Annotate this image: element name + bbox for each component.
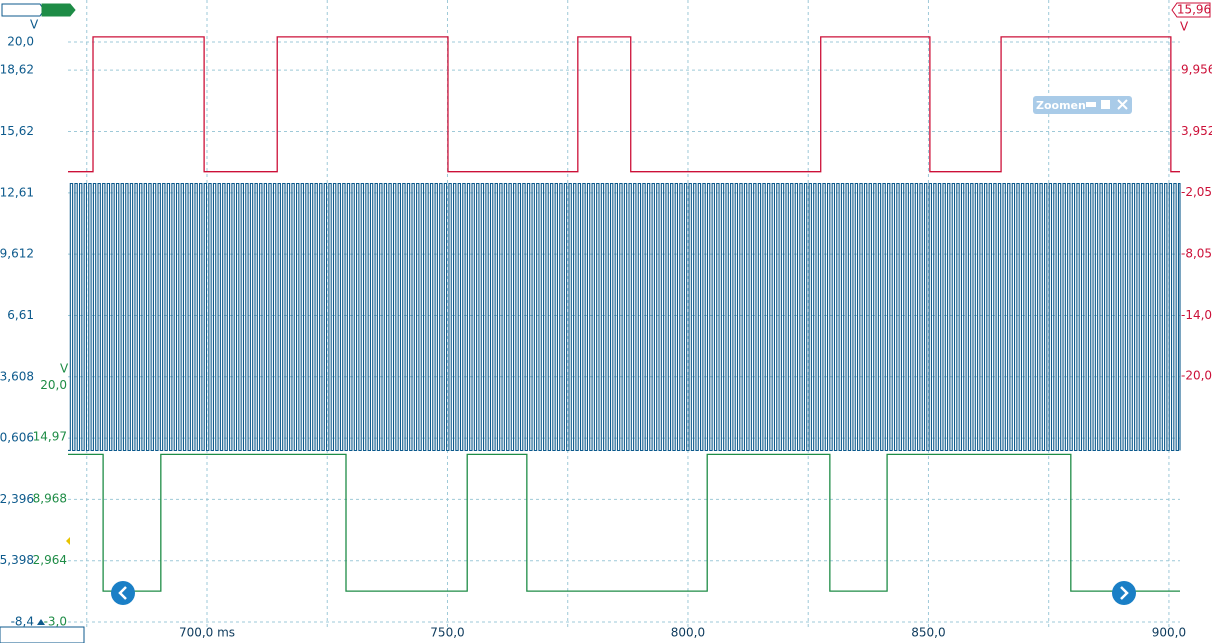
blue-waveform xyxy=(68,182,1181,452)
left-tick-label: 3,608 xyxy=(0,369,34,383)
left-tick-label: 20,0 xyxy=(7,35,34,49)
left-tick-label: 18,62 xyxy=(0,63,34,77)
scroll-right-arrow xyxy=(1120,586,1129,600)
scroll-left-arrow xyxy=(118,586,127,600)
right-tick-label: -2,052 xyxy=(1181,185,1212,199)
green-tick-label: 2,964 xyxy=(33,553,67,567)
right-tick-label: 3,952 xyxy=(1181,124,1212,138)
axis-labels: 20,0 18,62 15,62 12,61 9,612 6,61 3,608 0,606 -2… xyxy=(0,35,1212,640)
x-tick-label: 750,0 xyxy=(430,626,464,640)
right-unit: V xyxy=(1180,20,1189,34)
channel-readout-box[interactable] xyxy=(1171,2,1211,18)
zoom-close[interactable] xyxy=(1117,99,1128,110)
left-tick-label: -8,4 xyxy=(11,615,34,629)
channel-readout: 15,96 xyxy=(1177,3,1211,17)
green-waveform xyxy=(68,453,1180,592)
trigger-level xyxy=(66,537,70,545)
green-tick-label: 20,0 xyxy=(40,378,67,392)
green-tick-label: -3,0 xyxy=(44,615,67,629)
left-tick-label: 6,61 xyxy=(7,308,34,322)
zoom-min[interactable] xyxy=(1086,102,1096,107)
right-tick-label: -8,056 xyxy=(1181,246,1212,260)
x-tick-label: 900,0 xyxy=(1152,626,1186,640)
green-tick-label: 14,97 xyxy=(33,430,67,444)
channel-b-tab[interactable] xyxy=(41,3,76,17)
left-tick-label: -2,396 xyxy=(0,492,34,506)
green-tick-label: 8,968 xyxy=(33,491,67,505)
right-tick-label: -20,0 xyxy=(1181,368,1212,382)
red-waveform xyxy=(68,36,1180,173)
x-tick-label: 800,0 xyxy=(671,626,705,640)
scroll-right[interactable] xyxy=(1112,581,1136,605)
grid xyxy=(68,0,1180,628)
left-tick-label: -5,398 xyxy=(0,553,34,567)
zoom-max[interactable] xyxy=(1101,100,1110,109)
left-tick-label: 0,606 xyxy=(0,431,34,445)
zoom-label: Zoomen xyxy=(1036,99,1086,112)
trigger-marker xyxy=(37,619,45,625)
waveforms xyxy=(68,36,1181,592)
left-tick-label: 9,612 xyxy=(0,247,34,261)
bottom-tab[interactable] xyxy=(0,626,85,643)
channel-a-tab[interactable] xyxy=(1,3,45,17)
scroll-left[interactable] xyxy=(111,581,135,605)
x-tick-label: 850,0 xyxy=(911,626,945,640)
x-tick-label: 700,0 ms xyxy=(179,626,235,640)
left-tick-label: 12,61 xyxy=(0,185,34,199)
right-tick-label: -14,06 xyxy=(1181,308,1212,322)
right-tick-label: 9,956 xyxy=(1181,63,1212,77)
left-tick-label: 15,62 xyxy=(0,124,34,138)
left-unit: V xyxy=(30,18,39,32)
green-unit: V xyxy=(60,362,69,376)
